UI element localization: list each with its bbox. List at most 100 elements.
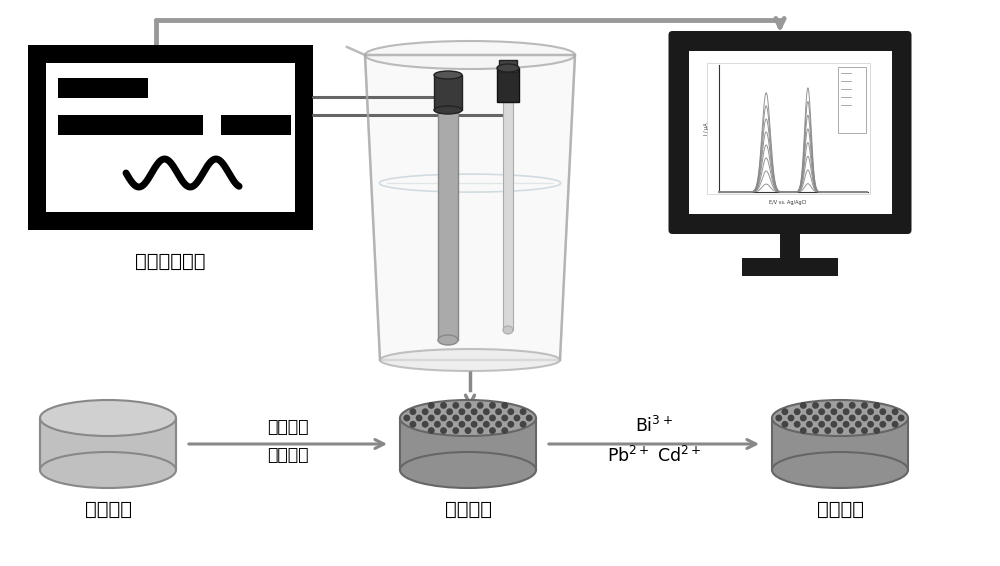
Text: I / μA: I / μA [704,122,709,135]
Circle shape [868,409,873,414]
Circle shape [416,415,422,421]
Circle shape [813,402,818,408]
Circle shape [490,428,495,434]
Circle shape [862,428,867,434]
Bar [46,63,295,212]
Circle shape [819,422,824,427]
Bar [58,78,148,98]
Polygon shape [772,418,908,470]
Polygon shape [400,418,536,470]
Ellipse shape [40,400,176,436]
Circle shape [813,428,818,434]
Ellipse shape [434,71,462,79]
Circle shape [788,415,794,421]
Text: 玻碳电极: 玻碳电极 [84,500,132,519]
Circle shape [502,402,507,408]
Circle shape [435,409,440,414]
Bar [688,51,892,214]
Circle shape [819,409,824,414]
FancyBboxPatch shape [668,31,912,234]
Bar [838,67,866,132]
Text: 电化学工作站: 电化学工作站 [135,252,206,271]
Text: 纳米复合: 纳米复合 [267,418,309,436]
Polygon shape [40,418,176,470]
Circle shape [441,428,446,434]
Circle shape [410,409,416,414]
Circle shape [837,415,843,421]
Circle shape [843,422,849,427]
Circle shape [484,422,489,427]
Circle shape [478,402,483,408]
Ellipse shape [400,400,536,436]
Circle shape [782,422,788,427]
Circle shape [478,428,483,434]
Circle shape [520,422,526,427]
Circle shape [471,422,477,427]
Circle shape [422,409,428,414]
Circle shape [807,422,812,427]
Circle shape [435,422,440,427]
Circle shape [862,415,867,421]
Ellipse shape [365,41,575,69]
Circle shape [465,415,471,421]
Circle shape [825,415,830,421]
Polygon shape [365,55,575,360]
Circle shape [484,409,489,414]
Circle shape [825,402,830,408]
Circle shape [813,415,818,421]
Circle shape [453,428,458,434]
Ellipse shape [434,106,462,114]
Circle shape [856,409,861,414]
Circle shape [880,422,886,427]
Circle shape [410,422,416,427]
Circle shape [465,428,471,434]
Circle shape [496,422,501,427]
Circle shape [447,409,452,414]
Circle shape [825,428,830,434]
Circle shape [874,428,879,434]
Ellipse shape [438,335,458,345]
Circle shape [837,428,843,434]
Circle shape [794,409,800,414]
Circle shape [794,422,800,427]
Circle shape [807,409,812,414]
Circle shape [886,415,892,421]
Bar [438,110,458,340]
Circle shape [868,422,873,427]
Circle shape [453,402,458,408]
Text: Bi$^{3+}$: Bi$^{3+}$ [635,416,673,436]
Text: E/V vs. Ag/AgCl: E/V vs. Ag/AgCl [769,200,807,205]
Bar [221,115,291,135]
Circle shape [831,409,837,414]
Circle shape [490,415,495,421]
Circle shape [459,422,465,427]
Bar [780,230,800,258]
Text: 物修饰液: 物修饰液 [267,446,309,464]
Circle shape [898,415,904,421]
Circle shape [502,415,507,421]
Circle shape [441,415,446,421]
Circle shape [459,409,465,414]
Circle shape [496,409,501,414]
Ellipse shape [400,452,536,488]
Circle shape [850,428,855,434]
Circle shape [526,415,532,421]
Circle shape [850,402,855,408]
Bar [742,258,838,276]
Bar [58,115,203,135]
Circle shape [831,422,837,427]
Ellipse shape [40,452,176,488]
Ellipse shape [503,326,513,334]
Circle shape [453,415,458,421]
Circle shape [850,415,855,421]
Circle shape [843,409,849,414]
Circle shape [837,402,843,408]
Bar [499,60,517,72]
Circle shape [801,402,806,408]
Circle shape [801,415,806,421]
Circle shape [892,409,898,414]
Bar [497,68,519,102]
Ellipse shape [772,400,908,436]
Ellipse shape [497,64,519,72]
Circle shape [862,402,867,408]
